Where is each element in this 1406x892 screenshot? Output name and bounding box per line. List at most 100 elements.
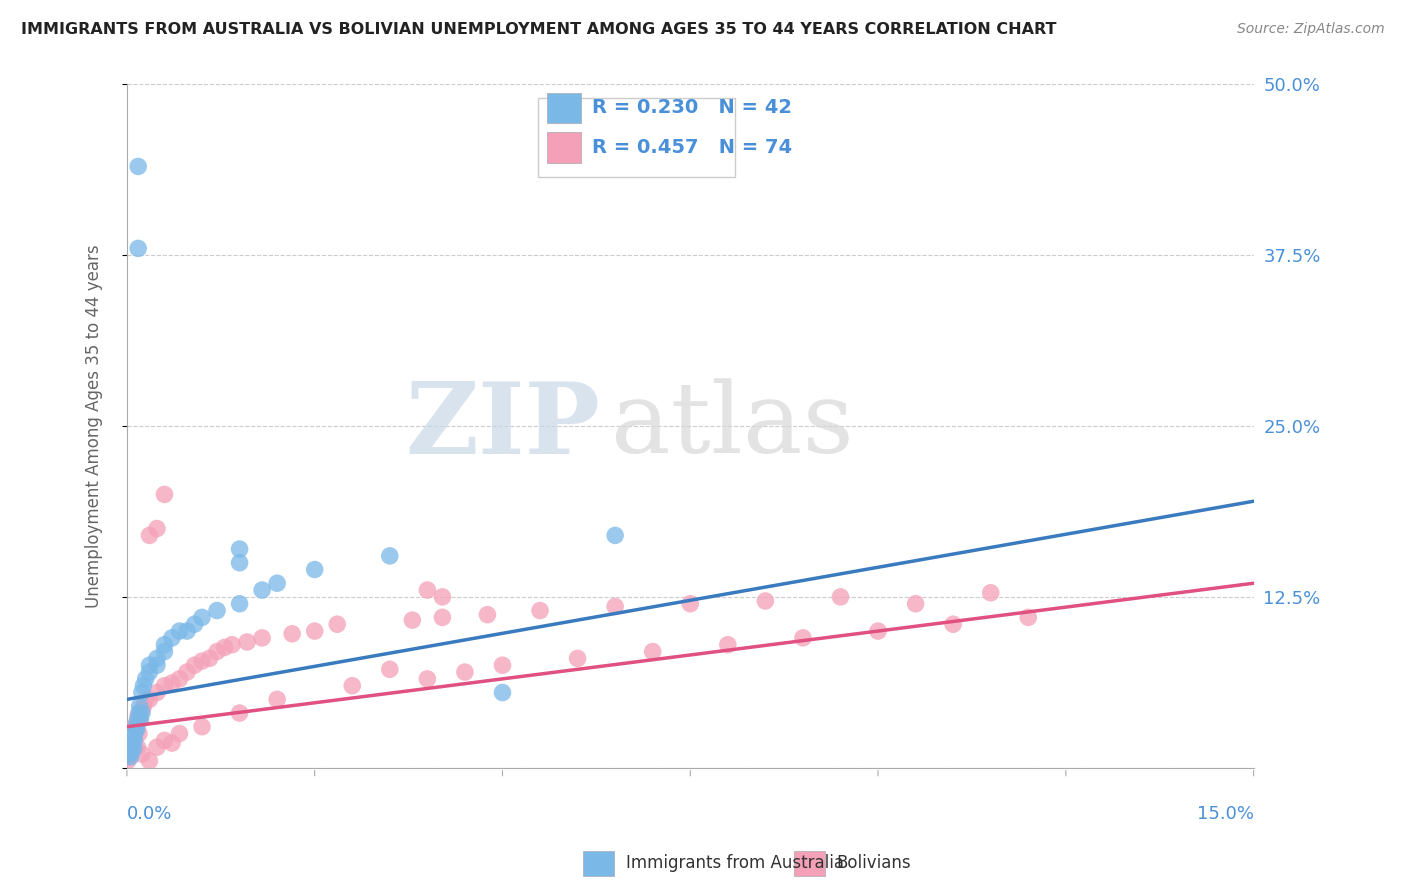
Point [131,685,153,699]
Point [124,720,146,734]
Point [432,590,454,604]
Point [118,744,141,758]
Point [236,635,259,649]
Point [138,692,160,706]
Point [122,731,145,745]
Point [326,617,349,632]
Point [132,699,155,714]
Point [122,731,145,745]
Point [1017,610,1039,624]
Point [129,706,152,720]
Point [183,617,205,632]
Point [942,617,965,632]
Point [416,582,439,597]
Point [342,679,364,693]
Point [128,706,150,720]
Point [127,740,149,755]
Text: R = 0.457   N = 74: R = 0.457 N = 74 [592,137,793,157]
Text: R = 0.230   N = 42: R = 0.230 N = 42 [592,98,792,118]
Point [160,736,183,750]
Point [866,624,889,638]
Point [401,613,423,627]
Point [127,160,149,174]
Point [120,740,142,755]
Point [125,720,148,734]
Point [567,651,589,665]
Point [125,723,148,737]
Point [491,658,513,673]
Point [754,594,776,608]
Point [131,706,153,720]
Point [191,654,214,668]
Point [160,631,183,645]
Point [146,740,169,755]
Text: Source: ZipAtlas.com: Source: ZipAtlas.com [1237,22,1385,37]
Point [304,563,326,577]
Point [904,597,927,611]
Point [198,651,221,665]
Point [146,522,169,536]
Point [191,610,214,624]
Point [477,607,499,622]
Point [228,556,250,570]
Point [830,590,852,604]
Point [135,672,157,686]
Point [129,713,152,727]
Point [120,749,142,764]
Point [138,658,160,673]
Text: ZIP: ZIP [405,377,600,475]
FancyBboxPatch shape [538,98,735,177]
Point [491,685,513,699]
Point [416,672,439,686]
Point [138,528,160,542]
Point [228,597,250,611]
Point [118,749,141,764]
Point [153,638,176,652]
Point [153,679,176,693]
Point [792,631,814,645]
Point [127,708,149,723]
Point [120,747,142,761]
Point [117,754,139,768]
Point [124,726,146,740]
Text: Immigrants from Australia: Immigrants from Australia [626,855,844,872]
Point [160,676,183,690]
Point [432,610,454,624]
Point [138,665,160,679]
Point [169,624,191,638]
Point [138,754,160,768]
Point [132,679,155,693]
Point [529,603,551,617]
Point [153,644,176,658]
Point [169,672,191,686]
Point [266,576,288,591]
FancyBboxPatch shape [547,132,581,162]
Point [221,638,243,652]
Point [228,706,250,720]
Point [128,713,150,727]
Point [641,644,664,658]
Point [124,726,146,740]
Point [121,736,143,750]
Point [118,740,141,755]
Point [214,640,236,655]
Point [250,631,273,645]
Text: Bolivians: Bolivians [837,855,911,872]
Point [281,627,304,641]
Point [128,699,150,714]
Point [146,685,169,699]
Point [266,692,288,706]
Point [122,741,145,756]
Point [176,624,198,638]
Point [125,717,148,731]
Point [205,644,228,658]
Y-axis label: Unemployment Among Ages 35 to 44 years: Unemployment Among Ages 35 to 44 years [86,244,103,607]
Point [125,723,148,737]
Text: atlas: atlas [612,378,853,474]
Text: 0.0%: 0.0% [127,805,173,823]
Point [454,665,477,679]
Point [169,726,191,740]
Point [228,542,250,557]
Point [117,747,139,761]
Point [980,586,1002,600]
